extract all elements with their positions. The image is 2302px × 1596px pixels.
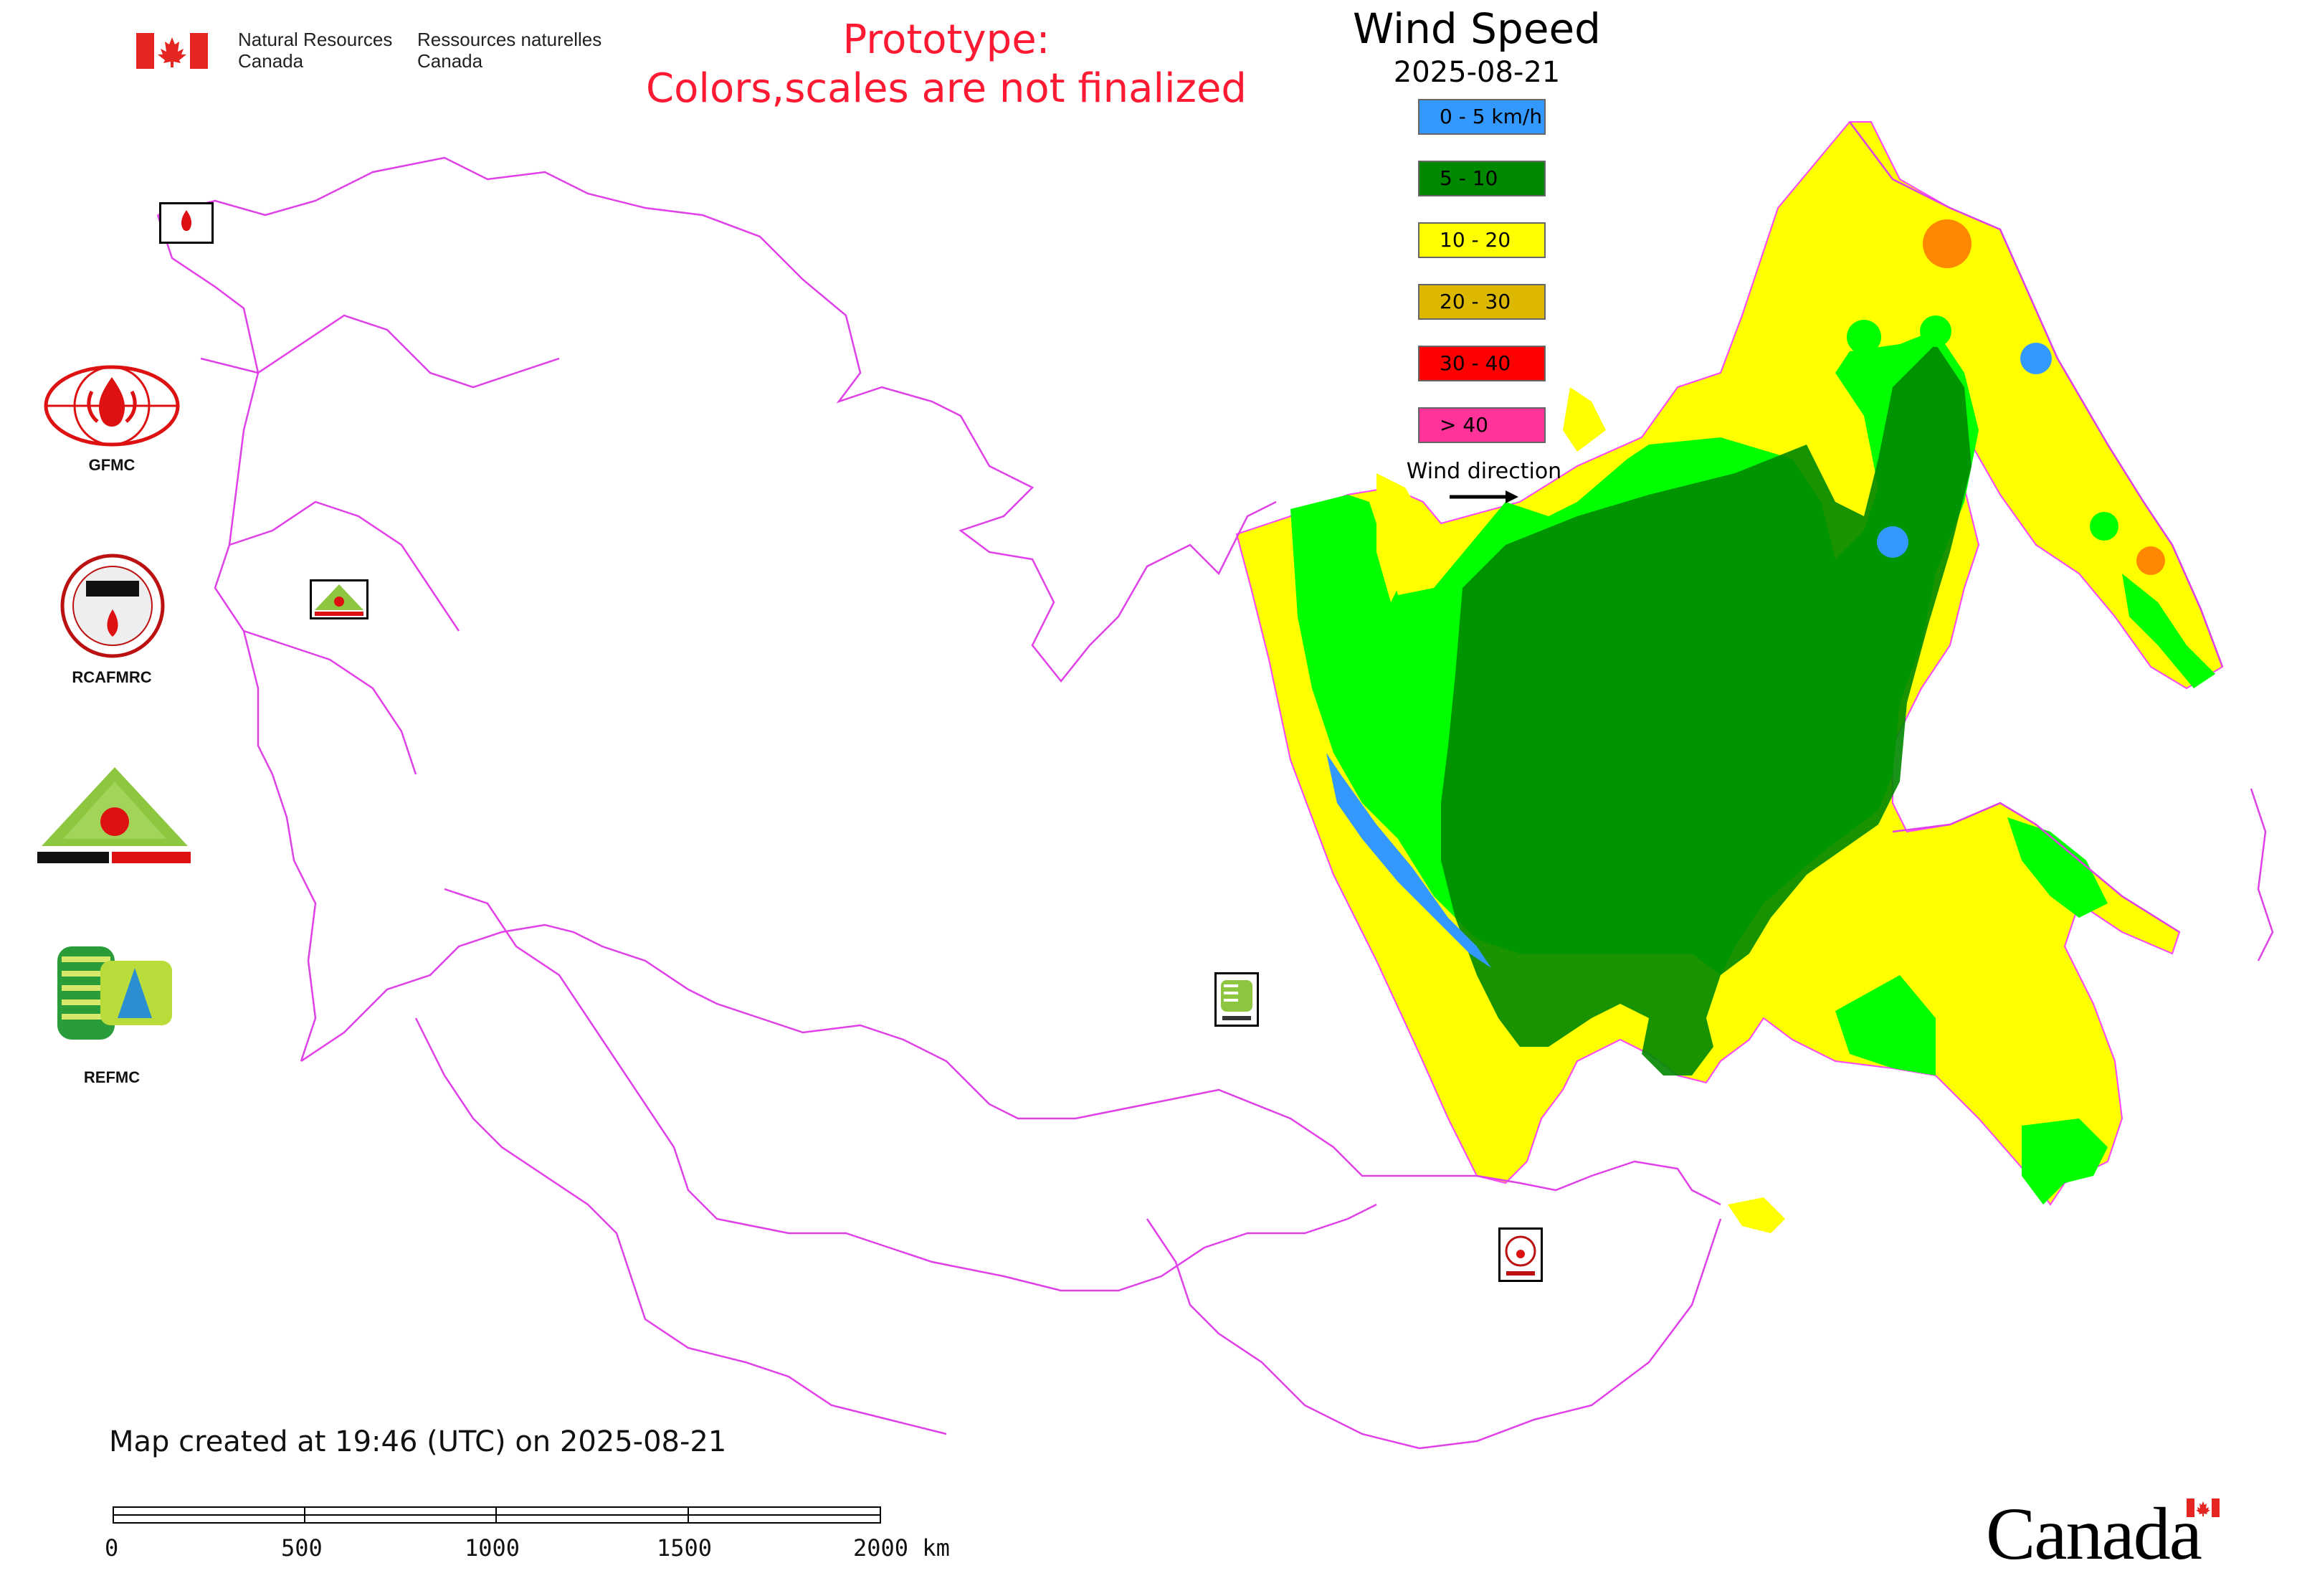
nrcan-line: Canada (417, 50, 483, 72)
legend-item: 5 - 10 (1418, 161, 1546, 196)
wind-zone-blue-spot (2020, 343, 2052, 374)
scale-label: 500 (281, 1534, 323, 1562)
wind-zone-green-patch (1835, 975, 1936, 1075)
southern-border (300, 923, 1721, 1206)
legend-item: 0 - 5 km/h (1418, 99, 1546, 135)
inner-border (200, 314, 560, 389)
legend-date: 2025-08-21 (1393, 56, 1561, 89)
sakhalin (2250, 788, 2274, 961)
wind-direction-label: Wind direction (1406, 459, 1562, 484)
wind-zone-green-patch (2007, 817, 2108, 918)
legend-item: > 40 (1418, 407, 1546, 443)
prototype-notice: Prototype: Colors,scales are not finaliz… (588, 16, 1305, 113)
wind-zone-green-patch (1920, 315, 1951, 347)
legend-item: 30 - 40 (1418, 346, 1546, 381)
rcafmrc-logo-icon (60, 554, 165, 658)
scale-label: 2000 km (853, 1534, 950, 1562)
org-label: GFMC (88, 456, 135, 474)
wind-zone-orange-spot (1923, 219, 1972, 268)
canada-wordmark: Canada (1986, 1493, 2202, 1575)
reefmc-logo-icon (37, 767, 191, 865)
nrcan-line: Canada (238, 50, 304, 72)
nrcan-name-en: Natural Resources Canada (238, 29, 392, 72)
wind-zone-green-patch (2122, 574, 2215, 688)
prototype-line: Prototype: (842, 16, 1050, 63)
scale-label: 1000 (465, 1534, 520, 1562)
wind-field (1235, 121, 2224, 1233)
nrcan-name-fr: Ressources naturelles Canada (417, 29, 601, 72)
wind-zone-green-patch (2090, 512, 2118, 541)
region-borders (156, 121, 2274, 1450)
refmc-map-marker[interactable] (1214, 972, 1259, 1027)
org-label: REFMC (83, 1068, 141, 1086)
kamchatka (1892, 802, 2180, 934)
legend-item: 20 - 30 (1418, 284, 1546, 320)
northern-coast (157, 156, 1277, 683)
reefmc-map-marker[interactable] (310, 579, 368, 619)
gfmc-logo-icon (44, 365, 180, 447)
prototype-line: Colors,scales are not finalized (646, 65, 1247, 112)
legend-title: Wind Speed (1352, 4, 1602, 53)
wind-zone-blue-strip (1326, 753, 1491, 968)
wind-zone-green-patch (1847, 320, 1881, 354)
gfmc-map-marker[interactable] (159, 202, 214, 244)
mongolia-border (1146, 1218, 1722, 1450)
scale-label: 0 (105, 1534, 119, 1562)
wind-zone-green-patch (2022, 1118, 2108, 1205)
wind-zone-yellow (1728, 1197, 1785, 1233)
scale-label: 1500 (657, 1534, 713, 1562)
western-border (156, 214, 317, 1062)
wind-zone-orange-spot (2136, 546, 2165, 575)
wind-zone-yellow (1376, 473, 1427, 602)
inner-border (243, 630, 417, 775)
kazakhstan-border (414, 1017, 947, 1435)
wind-zone-blue-spot (1877, 526, 1908, 558)
nrcan-line: Natural Resources (238, 29, 393, 50)
wind-direction-arrow (1450, 490, 1518, 503)
canada-flag-icon (136, 33, 208, 69)
map-created-timestamp: Map created at 19:46 (UTC) on 2025-08-21 (109, 1425, 727, 1458)
refmc-logo-icon (57, 946, 172, 1040)
canada-wordmark-flag-icon (2187, 1498, 2220, 1517)
legend-item: 10 - 20 (1418, 222, 1546, 258)
rcafmrc-map-marker[interactable] (1498, 1227, 1543, 1282)
scale-bar (113, 1506, 881, 1524)
central-asia-border (444, 888, 1377, 1292)
inner-border (229, 500, 460, 632)
wind-zone-dark-green (1441, 344, 1972, 1075)
org-label: RCAFMRC (72, 668, 152, 686)
east-coast (1849, 121, 2224, 668)
wind-zone-yellow (1563, 387, 1606, 452)
nrcan-line: Ressources naturelles (417, 29, 602, 50)
